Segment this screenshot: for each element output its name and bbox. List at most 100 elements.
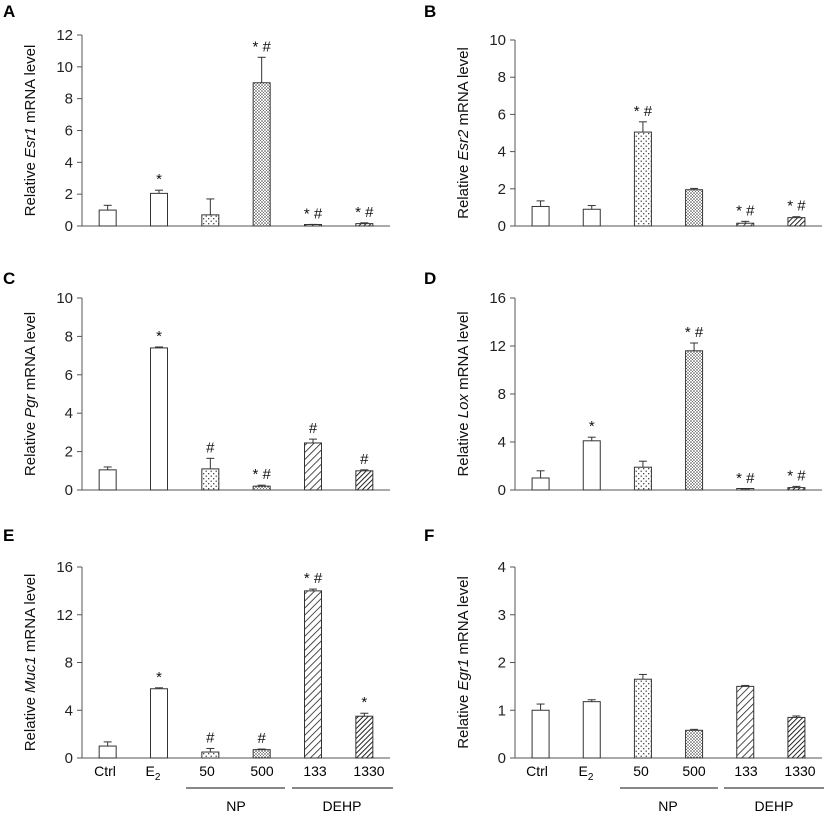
y-tick-label: 10 (489, 32, 506, 49)
bar (582, 440, 601, 491)
y-tick-label: 16 (489, 290, 506, 307)
significance-mark: * # (787, 467, 806, 484)
bar (98, 745, 117, 759)
bar (531, 709, 550, 759)
y-axis-label: Relative Pgr mRNA level (22, 312, 39, 476)
group-labels-left: Ctrl E2 50 500 133 1330 NP DEHP (94, 763, 393, 814)
y-tick-label: 2 (65, 186, 73, 203)
significance-mark: * (156, 669, 162, 686)
bar (531, 205, 550, 227)
significance-mark: * # (355, 204, 374, 221)
bar (787, 217, 806, 227)
y-tick-label: 0 (65, 482, 73, 499)
panel-letter-f: F (424, 526, 434, 545)
y-tick-label: 8 (65, 328, 73, 345)
y-tick-label: 12 (56, 607, 73, 624)
bar (736, 685, 755, 759)
panel-b: B 0 2 4 6 8 10 Relative Esr2 mRNA level * # * # *… (424, 2, 822, 235)
group-label-dehp: DEHP (755, 798, 794, 814)
significance-mark: # (360, 451, 369, 468)
bar (252, 485, 271, 491)
significance-mark: * # (304, 570, 323, 587)
bar (355, 470, 374, 491)
y-tick-label: 8 (65, 91, 73, 108)
y-tick-label: 6 (498, 106, 506, 123)
group-label-np: NP (658, 798, 677, 814)
y-tick-label: 8 (498, 386, 506, 403)
bar (201, 751, 220, 759)
bar (150, 688, 168, 759)
bar (201, 214, 220, 227)
bar (633, 131, 652, 227)
y-tick-label: 4 (65, 405, 73, 422)
significance-mark: * # (252, 466, 271, 483)
significance-mark: * # (685, 324, 704, 341)
significance-mark: * (156, 171, 162, 188)
panel-d: D 0 4 8 12 16 Relative Lox mRNA level * * # * # *… (424, 269, 822, 499)
bar (633, 678, 652, 759)
significance-mark: * # (736, 470, 755, 487)
panel-c: C 0 2 4 6 8 10 Relative Pgr mRNA level * # * # # # (3, 269, 390, 499)
significance-mark: * # (787, 198, 806, 215)
y-tick-label: 4 (65, 154, 73, 171)
y-tick-label: 16 (56, 559, 73, 576)
significance-mark: * # (736, 202, 755, 219)
significance-mark: * (589, 418, 595, 435)
y-tick-label: 2 (498, 181, 506, 198)
bar (252, 82, 271, 227)
y-tick-label: 8 (498, 69, 506, 86)
dose-label-dehp-1: 133 (303, 763, 327, 779)
y-tick-label: 2 (498, 655, 506, 672)
bar (304, 442, 322, 491)
bar (304, 590, 322, 759)
dose-label-dehp-2: 1330 (353, 763, 384, 779)
panel-f: F 0 1 2 3 4 Relative Egr1 mRNA level (424, 526, 822, 767)
significance-mark: # (206, 729, 215, 746)
group-label-e2: E2 (146, 763, 161, 783)
bar (787, 716, 806, 759)
y-tick-label: 2 (65, 444, 73, 461)
y-tick-label: 0 (498, 750, 506, 767)
bar (685, 729, 704, 759)
dose-label-np-2: 500 (250, 763, 274, 779)
dose-label-dehp-1: 133 (734, 763, 758, 779)
significance-mark: * # (304, 205, 323, 222)
y-tick-label: 4 (498, 144, 506, 161)
bar (98, 469, 117, 491)
significance-mark: * (361, 694, 367, 711)
panel-letter-a: A (3, 2, 15, 21)
significance-mark: * # (252, 38, 271, 55)
y-tick-label: 6 (65, 367, 73, 384)
panel-letter-c: C (3, 269, 15, 288)
bar (685, 189, 704, 227)
y-axis-label: Relative Esr1 mRNA level (22, 45, 39, 217)
bar (531, 477, 550, 491)
y-tick-label: 12 (56, 27, 73, 44)
bar (150, 347, 168, 491)
group-labels-right: Ctrl E2 50 500 133 1330 NP DEHP (526, 763, 824, 814)
y-axis-label: Relative Lox mRNA level (455, 311, 472, 476)
bar (633, 466, 652, 491)
bar (787, 487, 806, 491)
significance-mark: * (156, 328, 162, 345)
y-tick-label: 12 (489, 338, 506, 355)
y-tick-label: 1 (498, 702, 506, 719)
y-axis-label: Relative Esr2 mRNA level (455, 47, 472, 219)
y-axis-label: Relative Egr1 mRNA level (455, 576, 472, 749)
bar (355, 715, 374, 759)
significance-mark: # (257, 730, 266, 747)
group-label-ctrl: Ctrl (526, 763, 548, 779)
bar (582, 701, 601, 759)
significance-mark: # (206, 439, 215, 456)
significance-mark: * # (634, 103, 653, 120)
dose-label-np-1: 50 (199, 763, 215, 779)
y-tick-label: 10 (56, 59, 73, 76)
bar (685, 350, 704, 491)
y-tick-label: 3 (498, 607, 506, 624)
panel-letter-d: D (424, 269, 436, 288)
bar (150, 192, 168, 227)
y-tick-label: 4 (498, 559, 506, 576)
group-label-e2: E2 (579, 763, 594, 783)
y-tick-label: 4 (65, 702, 73, 719)
